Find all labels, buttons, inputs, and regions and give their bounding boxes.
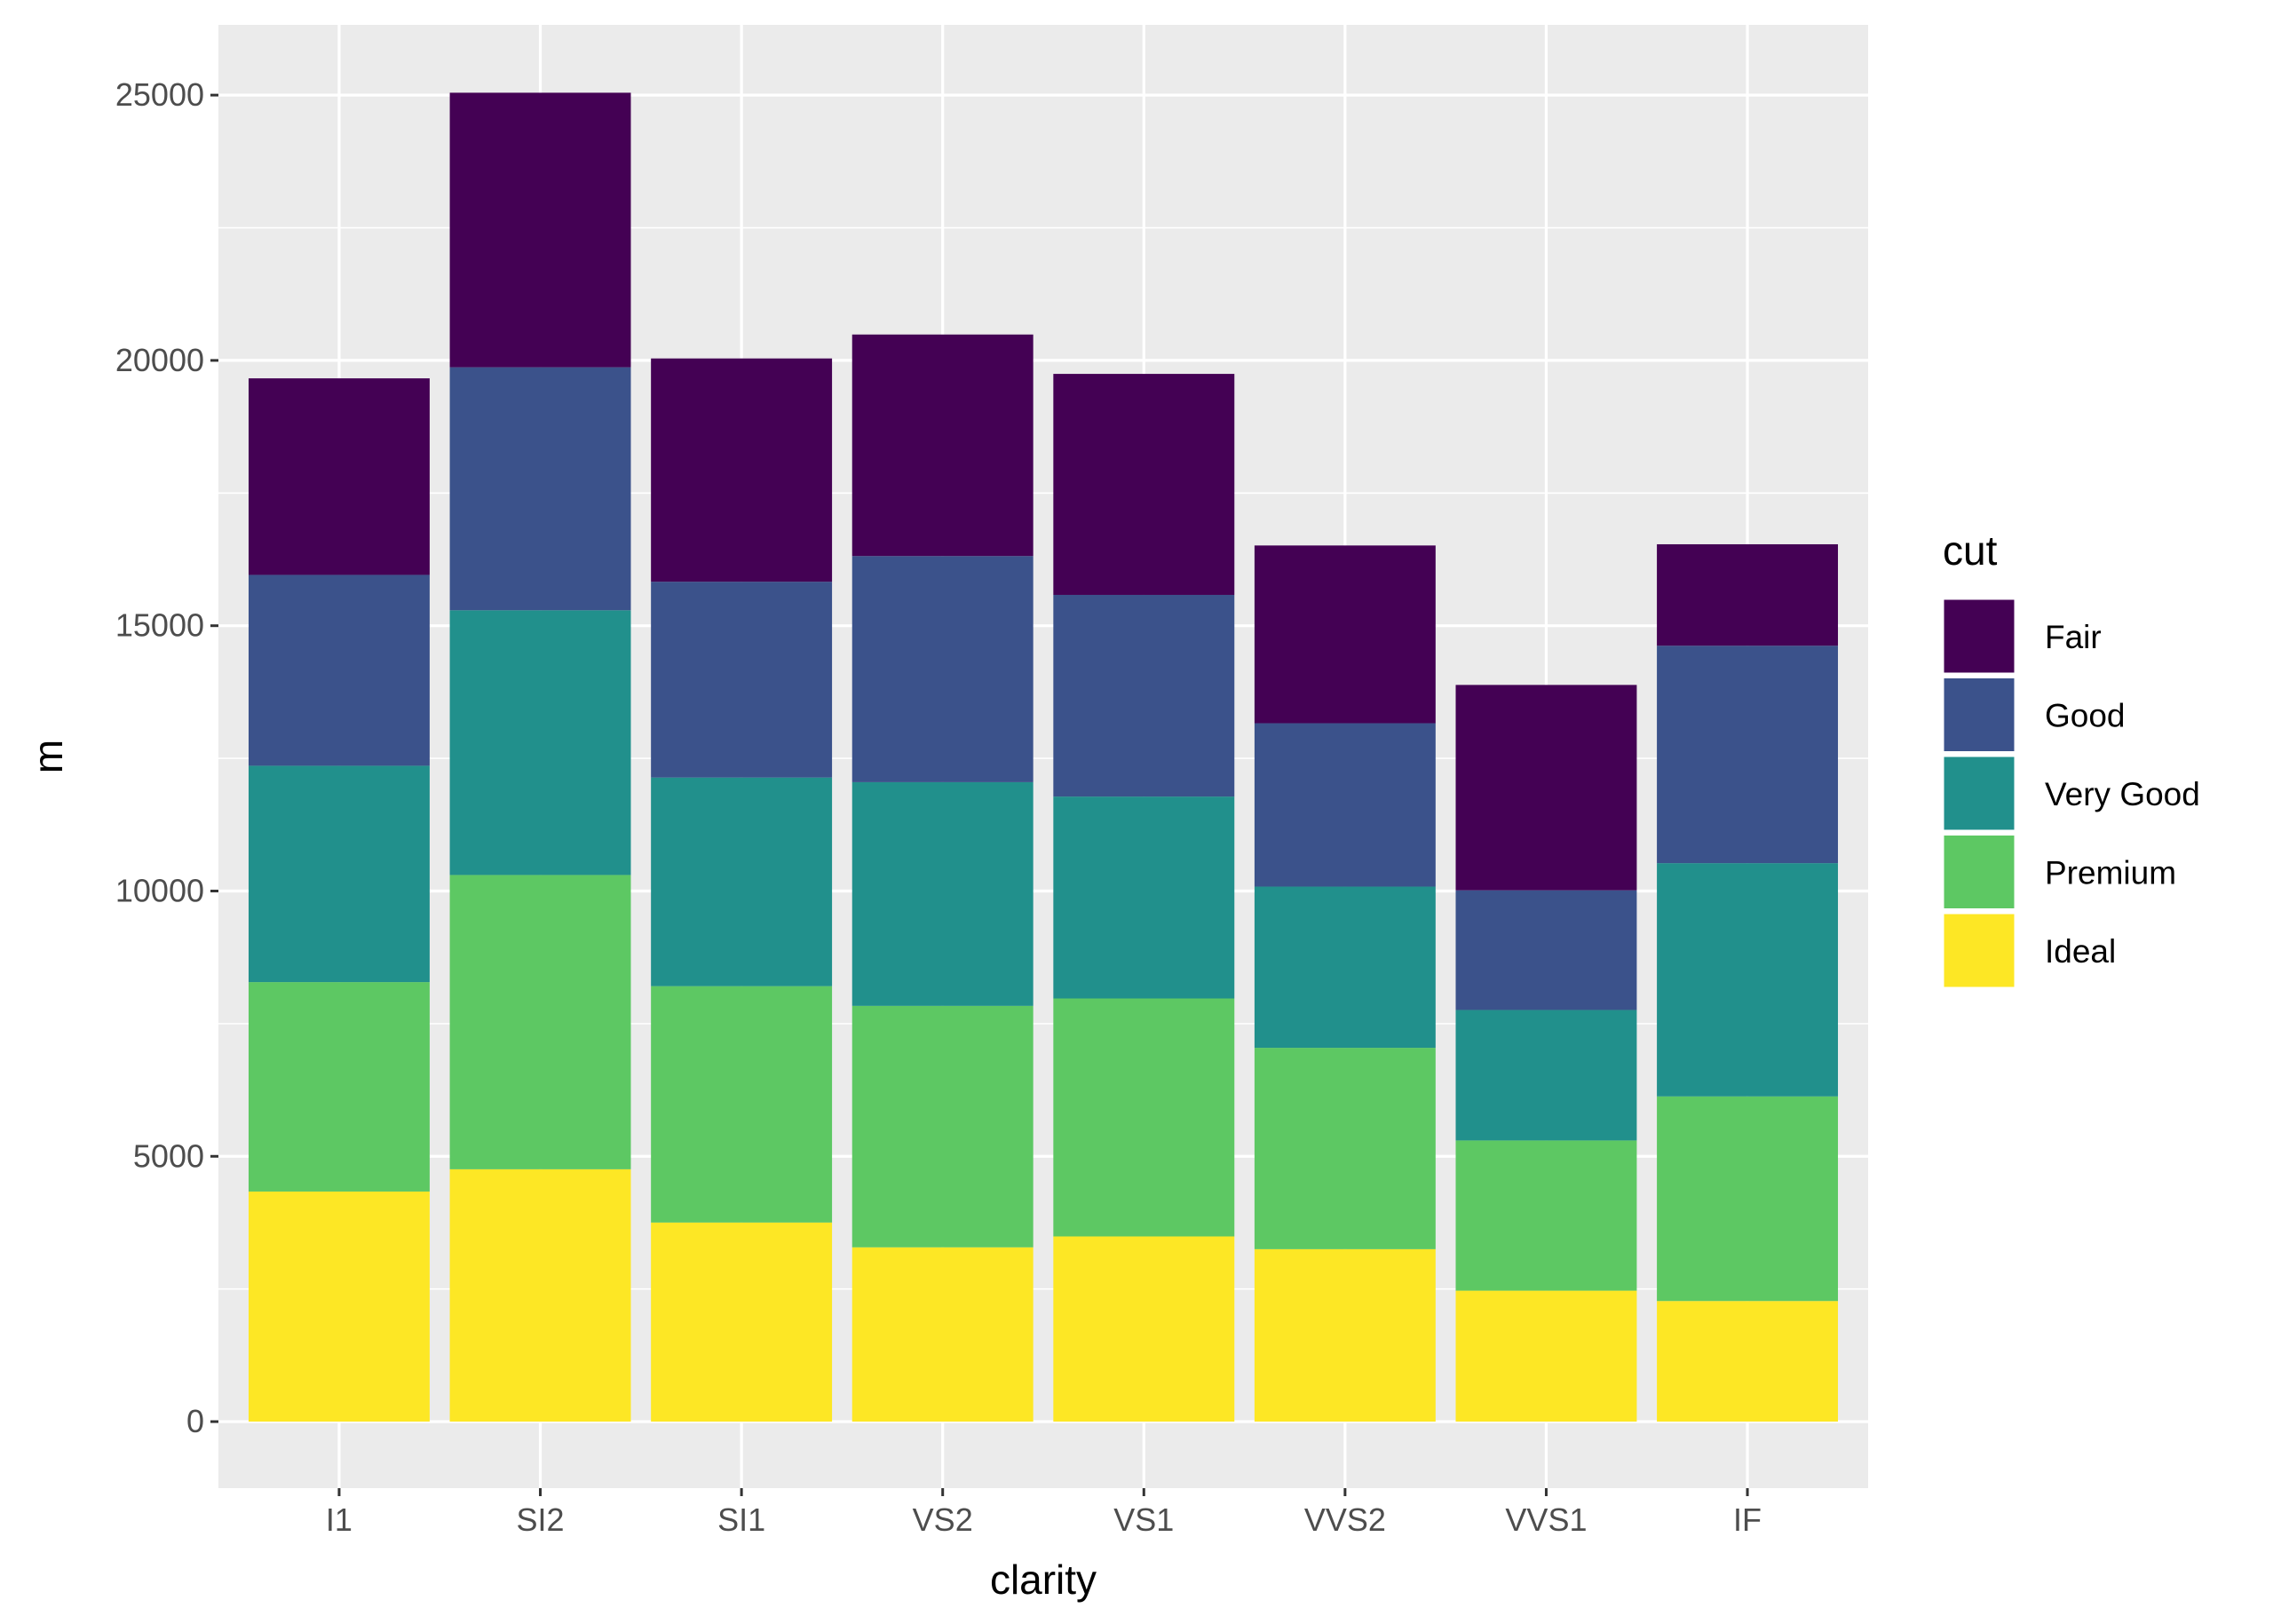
- y-tick-label: 10000: [115, 872, 204, 908]
- bar-vs1-ideal: [1053, 1236, 1235, 1422]
- bar-si1-fair: [651, 358, 833, 582]
- x-tick-label: SI2: [517, 1501, 565, 1538]
- legend-title: cut: [1943, 527, 1998, 574]
- legend-key-good: [1941, 676, 2017, 754]
- legend-label: Good: [2045, 698, 2126, 734]
- legend-label: Ideal: [2045, 933, 2116, 970]
- legend-key-fair: [1941, 597, 2017, 676]
- x-axis-title: clarity: [990, 1557, 1097, 1603]
- bar-i1-fair: [248, 378, 430, 575]
- legend-label: Fair: [2045, 619, 2102, 655]
- bar-vvs2-very-good: [1254, 886, 1436, 1049]
- bar-si1-ideal: [651, 1222, 833, 1422]
- x-tick-label: VVS1: [1505, 1501, 1587, 1538]
- bar-if-very-good: [1657, 863, 1839, 1097]
- bar-si2-premium: [449, 875, 631, 1169]
- x-tick-label: VS2: [913, 1501, 973, 1538]
- legend-key-ideal: [1941, 911, 2017, 990]
- bar-vvs2-fair: [1254, 545, 1436, 724]
- x-tick-label: VS1: [1113, 1501, 1174, 1538]
- y-tick-label: 20000: [115, 342, 204, 378]
- bar-vvs1-very-good: [1455, 1010, 1637, 1141]
- y-axis-title: m: [25, 740, 71, 773]
- bar-i1-good: [248, 574, 430, 766]
- legend-label: Premium: [2045, 855, 2176, 891]
- bar-vvs1-premium: [1455, 1140, 1637, 1291]
- bar-si2-fair: [449, 92, 631, 368]
- bar-si2-very-good: [449, 610, 631, 875]
- bar-vvs2-good: [1254, 723, 1436, 887]
- bar-if-ideal: [1657, 1301, 1839, 1422]
- bar-i1-very-good: [248, 765, 430, 983]
- bar-si1-premium: [651, 986, 833, 1223]
- bar-vs2-ideal: [851, 1247, 1034, 1422]
- y-tick-label: 5000: [133, 1137, 204, 1174]
- bar-vvs2-premium: [1254, 1048, 1436, 1249]
- bar-if-good: [1657, 646, 1839, 864]
- x-tick-label: SI1: [717, 1501, 765, 1538]
- legend-key-very-good: [1941, 754, 2017, 833]
- x-tick-label: IF: [1733, 1501, 1762, 1538]
- legend-key-premium: [1941, 833, 2017, 911]
- bar-si1-good: [651, 582, 833, 778]
- bar-i1-premium: [248, 982, 430, 1192]
- bar-si1-very-good: [651, 777, 833, 986]
- bar-if-premium: [1657, 1096, 1839, 1302]
- bar-vs1-good: [1053, 594, 1235, 797]
- bar-vs2-fair: [851, 334, 1034, 557]
- x-tick-label: VVS2: [1304, 1501, 1386, 1538]
- legend-label: Very Good: [2045, 776, 2200, 812]
- bar-vs1-premium: [1053, 998, 1235, 1237]
- bar-vvs2-ideal: [1254, 1248, 1436, 1422]
- y-tick-label: 25000: [115, 76, 204, 113]
- bar-vs2-very-good: [851, 781, 1034, 1006]
- bar-vvs1-good: [1455, 890, 1637, 1010]
- bar-vvs1-fair: [1455, 685, 1637, 891]
- bar-if-fair: [1657, 543, 1839, 646]
- bar-vs2-premium: [851, 1005, 1034, 1248]
- y-tick-label: 0: [186, 1403, 204, 1439]
- y-tick-label: 15000: [115, 607, 204, 644]
- bar-vs1-fair: [1053, 374, 1235, 595]
- bar-vvs1-ideal: [1455, 1290, 1637, 1422]
- bar-si2-good: [449, 367, 631, 611]
- x-tick-label: I1: [326, 1501, 352, 1538]
- bar-i1-ideal: [248, 1191, 430, 1422]
- bar-vs1-very-good: [1053, 796, 1235, 999]
- bar-vs2-good: [851, 556, 1034, 782]
- bar-si2-ideal: [449, 1168, 631, 1422]
